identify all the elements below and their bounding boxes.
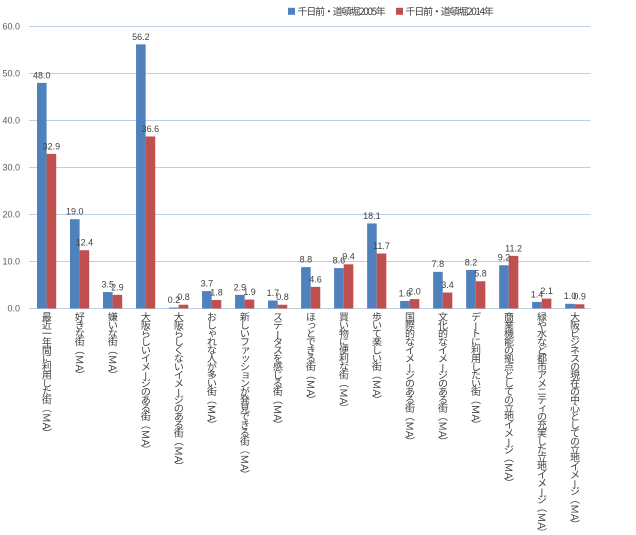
svg-text:20.0: 20.0 bbox=[2, 210, 20, 220]
svg-text:11.2: 11.2 bbox=[505, 243, 522, 253]
svg-text:0.2: 0.2 bbox=[168, 295, 181, 305]
svg-text:8.8: 8.8 bbox=[300, 255, 313, 265]
svg-text:1.4: 1.4 bbox=[531, 289, 544, 299]
svg-text:48.0: 48.0 bbox=[33, 70, 51, 80]
svg-text:19.0: 19.0 bbox=[66, 207, 84, 217]
svg-text:56.2: 56.2 bbox=[132, 32, 150, 42]
svg-text:1.6: 1.6 bbox=[399, 288, 412, 298]
svg-text:0.0: 0.0 bbox=[7, 304, 20, 314]
svg-text:1.8: 1.8 bbox=[210, 287, 223, 297]
svg-text:2.9: 2.9 bbox=[111, 282, 124, 292]
svg-text:9.2: 9.2 bbox=[498, 253, 511, 263]
svg-text:0.8: 0.8 bbox=[276, 292, 289, 302]
svg-text:0.9: 0.9 bbox=[573, 292, 586, 302]
svg-text:0.8: 0.8 bbox=[177, 292, 190, 302]
svg-text:1.9: 1.9 bbox=[243, 287, 256, 297]
svg-text:30.0: 30.0 bbox=[2, 163, 20, 173]
svg-text:1.0: 1.0 bbox=[564, 291, 577, 301]
svg-text:2.9: 2.9 bbox=[234, 282, 247, 292]
svg-text:8.2: 8.2 bbox=[465, 257, 478, 267]
svg-text:32.9: 32.9 bbox=[43, 141, 61, 151]
svg-text:12.4: 12.4 bbox=[76, 238, 94, 248]
svg-text:7.8: 7.8 bbox=[432, 259, 445, 269]
svg-text:11.7: 11.7 bbox=[373, 241, 390, 251]
svg-text:4.6: 4.6 bbox=[309, 274, 322, 284]
svg-text:8.6: 8.6 bbox=[333, 255, 346, 265]
svg-text:50.0: 50.0 bbox=[2, 69, 20, 79]
svg-text:2.1: 2.1 bbox=[540, 286, 553, 296]
svg-text:5.8: 5.8 bbox=[474, 269, 487, 279]
svg-text:18.1: 18.1 bbox=[363, 211, 381, 221]
svg-text:40.0: 40.0 bbox=[2, 116, 20, 126]
svg-text:9.4: 9.4 bbox=[342, 252, 355, 262]
svg-text:36.6: 36.6 bbox=[142, 124, 160, 134]
svg-text:3.5: 3.5 bbox=[102, 279, 115, 289]
svg-text:10.0: 10.0 bbox=[2, 257, 20, 267]
svg-text:3.7: 3.7 bbox=[201, 279, 214, 289]
svg-text:60.0: 60.0 bbox=[2, 22, 20, 32]
svg-text:1.7: 1.7 bbox=[267, 288, 280, 298]
svg-text:2.0: 2.0 bbox=[408, 287, 421, 297]
svg-text:3.4: 3.4 bbox=[441, 280, 454, 290]
